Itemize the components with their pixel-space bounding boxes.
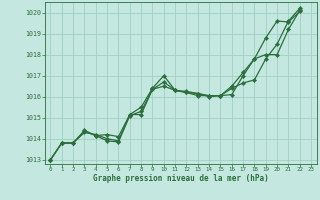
X-axis label: Graphe pression niveau de la mer (hPa): Graphe pression niveau de la mer (hPa) (93, 174, 269, 183)
